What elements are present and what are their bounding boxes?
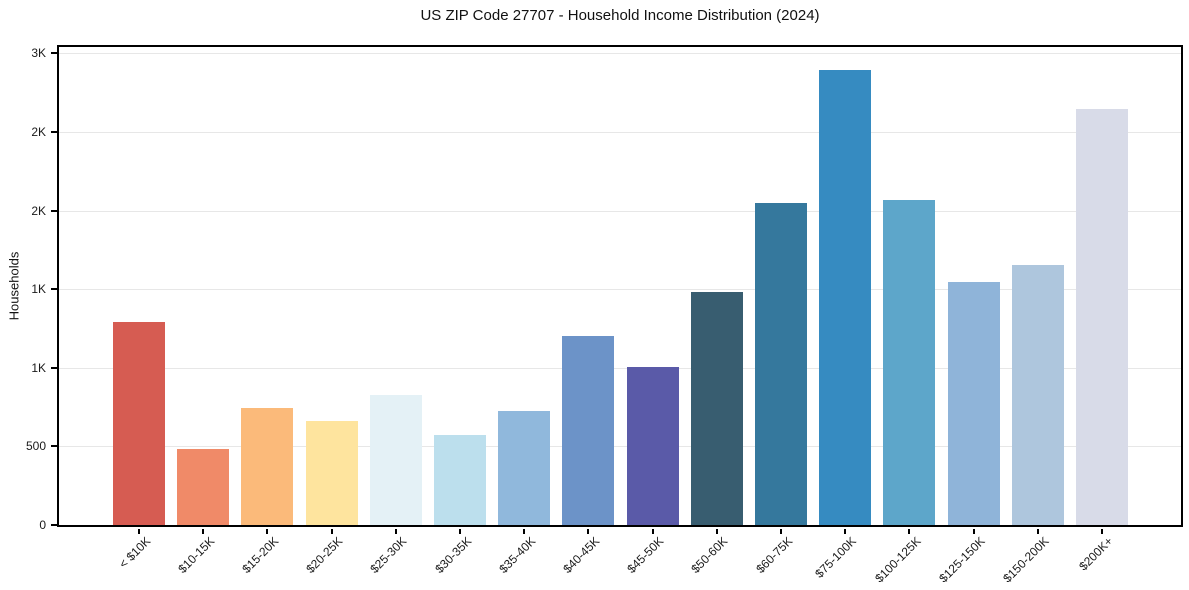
x-tick-mark: [459, 529, 461, 534]
y-gridline: [59, 367, 1181, 369]
y-tick-mark: [51, 209, 57, 212]
y-tick-mark: [51, 445, 57, 448]
y-tick-label: 1K: [31, 282, 46, 297]
x-tick-label: $15-20K: [239, 534, 282, 576]
x-tick-label: $10-15K: [175, 534, 218, 576]
x-tick-mark: [523, 529, 526, 534]
x-tick-mark: [330, 529, 333, 534]
y-tick-label: 500: [25, 439, 46, 454]
bar-25-30k: [369, 395, 422, 525]
bar-30-35k: [434, 435, 486, 525]
bar-100-125k: [883, 200, 936, 525]
y-tick-mark: [51, 130, 57, 133]
y-tick-label: 1K: [31, 360, 46, 375]
y-tick-mark: [51, 366, 57, 369]
x-tick-mark: [1101, 529, 1103, 534]
x-tick-label: $125-150K: [936, 534, 988, 586]
x-tick-label: < $10K: [115, 534, 153, 572]
y-gridline: [59, 53, 1181, 55]
bar-50-60k: [690, 292, 743, 525]
y-gridline: [59, 210, 1181, 212]
bar-20-25k: [305, 421, 358, 525]
x-tick-mark: [587, 529, 590, 534]
x-tick-mark: [780, 529, 782, 534]
plot-area: [57, 45, 1183, 527]
chart-title: US ZIP Code 27707 - Household Income Dis…: [420, 7, 820, 24]
bar-35-40k: [498, 411, 551, 525]
x-tick-mark: [908, 529, 911, 534]
bar-150-200k: [1011, 264, 1064, 525]
x-tick-label: $150-200K: [1000, 534, 1052, 586]
y-tick-label: 0: [39, 518, 46, 532]
bar-75-100k: [819, 69, 872, 525]
y-tick-label: 3K: [31, 46, 46, 61]
x-tick-mark: [1036, 529, 1039, 534]
bar-10-15k: [177, 448, 230, 525]
y-tick-label: 2K: [31, 203, 46, 218]
x-tick-mark: [715, 529, 718, 534]
y-tick-mark: [51, 52, 57, 55]
bar-45-50k: [626, 366, 679, 525]
x-tick-label: $50-60K: [688, 534, 731, 576]
x-tick-label: $40-45K: [560, 534, 603, 576]
x-tick-label: $200K+: [1076, 534, 1116, 574]
y-gridline: [59, 289, 1181, 291]
bar-200k: [1076, 109, 1128, 525]
bar-40-45k: [562, 335, 615, 525]
x-tick-mark: [394, 529, 397, 534]
y-tick-mark: [51, 288, 57, 291]
bar-15-20k: [241, 407, 294, 525]
x-tick-label: $75-100K: [812, 534, 860, 581]
bar-125-150k: [947, 282, 1000, 525]
x-tick-label: $25-30K: [367, 534, 410, 576]
y-gridline: [59, 446, 1181, 448]
x-tick-label: $45-50K: [624, 534, 667, 576]
y-tick-label: 2K: [31, 124, 46, 139]
x-tick-label: $20-25K: [303, 534, 346, 576]
y-tick-mark: [51, 524, 57, 526]
x-tick-mark: [972, 529, 975, 534]
x-tick-mark: [844, 529, 847, 534]
bar-10k: [113, 322, 165, 525]
x-tick-label: $35-40K: [496, 534, 539, 576]
x-tick-label: $30-35K: [431, 534, 474, 576]
y-gridline: [59, 131, 1181, 133]
bar-60-75k: [755, 202, 807, 525]
x-tick-mark: [651, 529, 654, 534]
x-tick-label: $100-125K: [871, 534, 924, 586]
x-tick-mark: [138, 529, 140, 534]
x-tick-mark: [266, 529, 269, 534]
x-tick-label: $60-75K: [752, 534, 795, 576]
x-tick-mark: [202, 529, 205, 534]
